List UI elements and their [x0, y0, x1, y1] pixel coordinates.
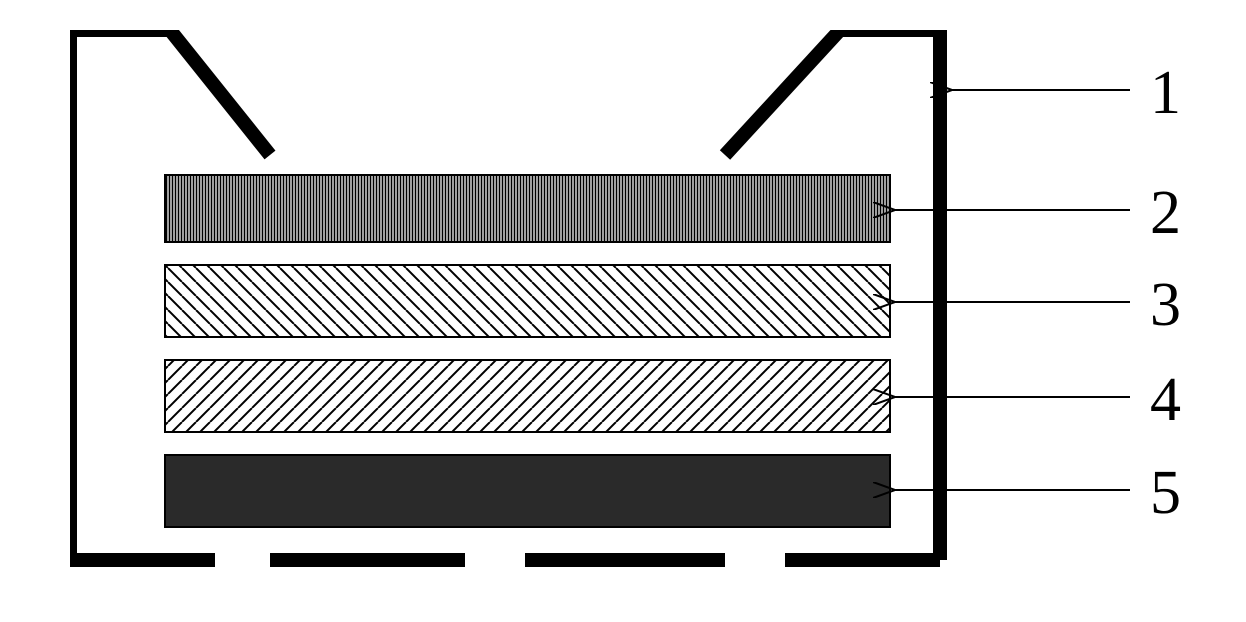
layer-5: [165, 455, 890, 527]
layer-2: [165, 175, 890, 242]
callout-label-3: 3: [1150, 270, 1181, 341]
callout-label-1: 1: [1150, 58, 1181, 129]
diagram-container: 12345: [70, 30, 1170, 590]
callout-label-2: 2: [1150, 178, 1181, 249]
layer-4: [165, 360, 890, 432]
callout-label-4: 4: [1150, 365, 1181, 436]
layer-3: [165, 265, 890, 337]
schematic-svg: [70, 30, 1170, 590]
callout-label-5: 5: [1150, 458, 1181, 529]
